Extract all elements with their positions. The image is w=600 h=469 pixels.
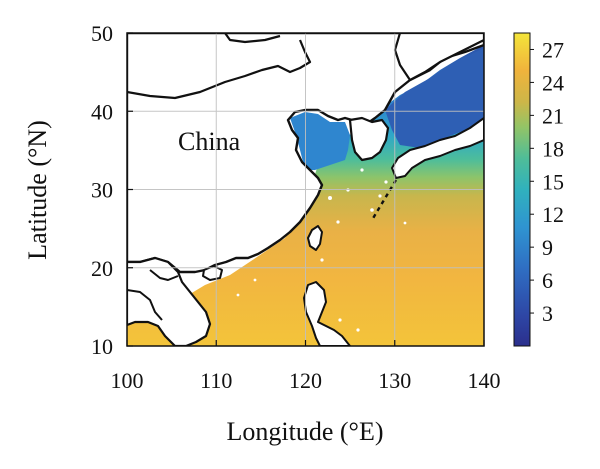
border-line-northeast [224,33,281,44]
x-tick-label: 100 [111,368,144,393]
colorbar-ticks: 3 6 9 12 15 18 21 24 27 [530,37,564,326]
y-axis-ticks: 10 20 30 40 50 [91,21,133,359]
philippines-islands [303,281,351,346]
korea-peninsula [348,116,390,162]
colorbar-tick-label: 27 [542,37,564,62]
y-axis-title: Latitude (°N) [23,120,52,260]
y-tick-label: 30 [91,178,113,203]
border-line-north [127,39,312,100]
region-label-china: China [178,127,241,156]
map-grid [127,33,484,346]
indochina [127,256,212,346]
colorbar: 3 6 9 12 15 18 21 24 27 [513,32,564,347]
colorbar-tick-label: 12 [542,202,564,227]
japan-sea-field [385,48,484,148]
taiwan-island [307,225,323,251]
x-tick-label: 140 [468,368,501,393]
japan-islands [391,117,484,179]
russia-coast [393,33,484,82]
border-line-south [149,269,179,281]
colorbar-tick-label: 18 [542,136,564,161]
x-tick-label: 120 [289,368,322,393]
border-line-southwest [127,289,163,321]
colorbar-tick-label: 9 [542,235,553,260]
x-axis-ticks: 100 110 120 130 140 [111,340,501,393]
y-tick-label: 10 [91,334,113,359]
island-dots [236,168,407,332]
colorbar-tick-label: 15 [542,169,564,194]
x-tick-label: 110 [200,368,232,393]
colorbar-tick-label: 24 [542,70,564,95]
y-tick-label: 40 [91,99,113,124]
x-axis-title: Longitude (°E) [227,417,384,446]
x-tick-label: 130 [378,368,411,393]
y-tick-label: 50 [91,21,113,46]
colorbar-tick-label: 3 [542,301,553,326]
map-plot-area: China [126,32,485,347]
colorbar-tick-label: 21 [542,103,564,128]
colorbar-tick-label: 6 [542,268,553,293]
colorbar-ramp [513,32,531,347]
y-tick-label: 20 [91,256,113,281]
hainan-island [202,265,223,281]
